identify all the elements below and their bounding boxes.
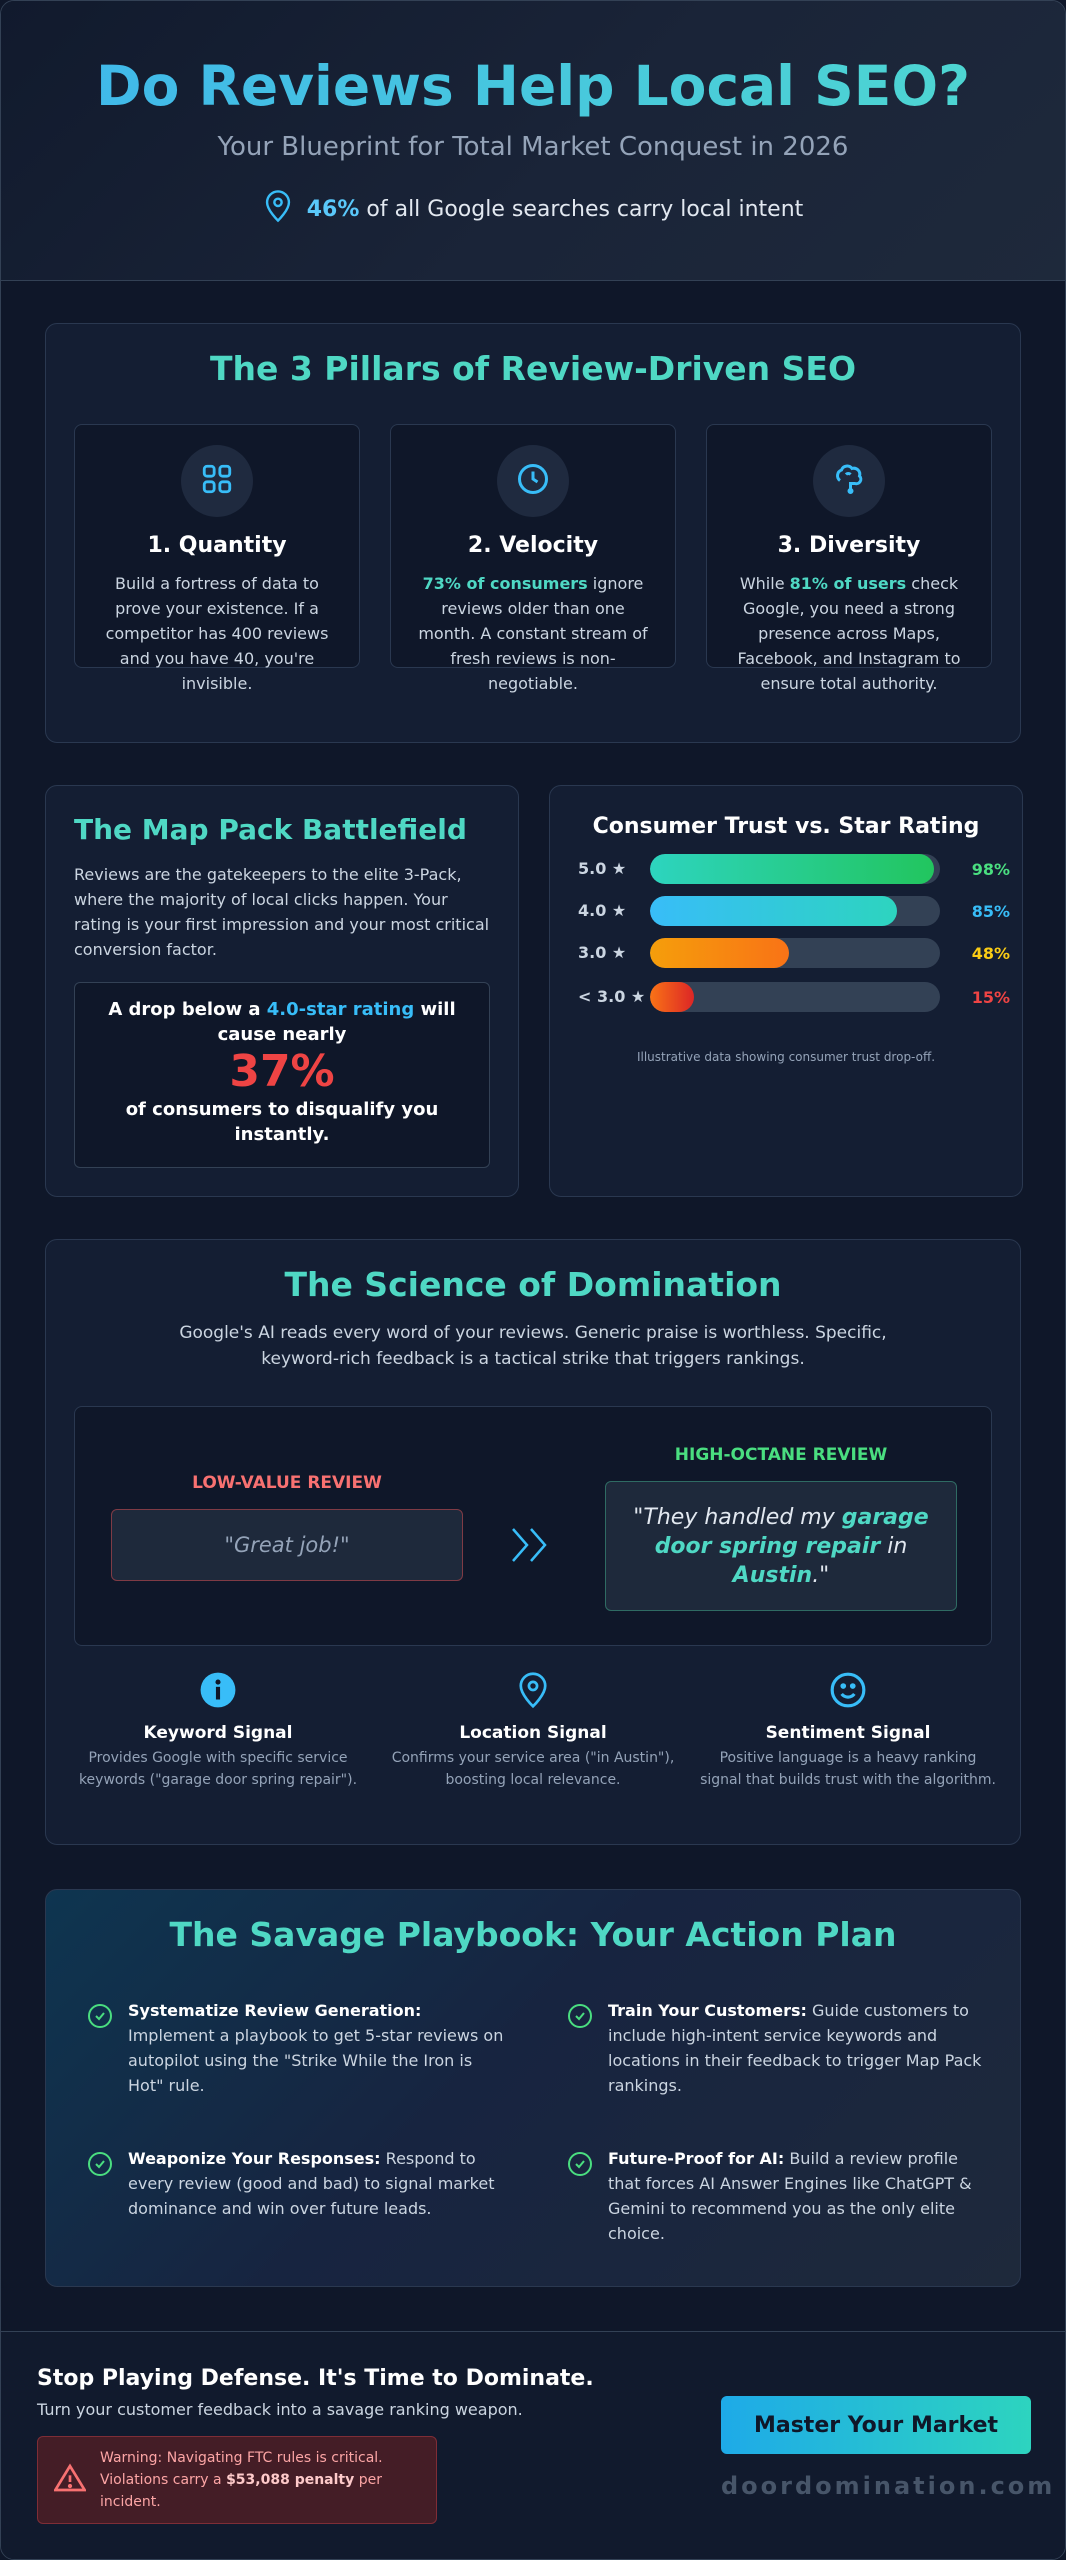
science-title: The Science of Domination (284, 1265, 782, 1304)
hero-stat: 46% of all Google searches carry local i… (1, 189, 1065, 229)
map-pack-title: The Map Pack Battlefield (74, 813, 467, 846)
callout-tail: of consumers to disqualify you instantly… (125, 1099, 439, 1145)
brain-icon (831, 461, 867, 501)
high-octane-review: "They handled my garage door spring repa… (605, 1481, 957, 1611)
pillar-quantity: 1. Quantity Build a fortress of data to … (74, 424, 360, 693)
bar-value-label: 85% (971, 901, 1010, 921)
map-pack-section: The Map Pack Battlefield Reviews are the… (45, 785, 519, 1197)
clock-icon (515, 461, 551, 501)
bar-category-label: 5.0 ★ (578, 859, 627, 878)
pillar-text: While 81% of users check Google, you nee… (737, 574, 961, 693)
science-section: The Science of Domination Google's AI re… (45, 1239, 1021, 1845)
action-item: Systematize Review Generation: Implement… (88, 1998, 508, 2098)
info-icon (199, 1672, 237, 1713)
pillar-text: Build a fortress of data to prove your e… (105, 574, 329, 693)
grid-icon (200, 462, 234, 500)
check-circle-icon (88, 2004, 112, 2028)
bar-row: 5.0 ★ 98% (578, 854, 1048, 884)
pillar-text: 73% of consumers ignore reviews older th… (418, 574, 648, 693)
action-item: Train Your Customers: Guide customers to… (568, 1998, 988, 2098)
pillar-title: 2. Velocity (467, 533, 599, 558)
pillars-section: The 3 Pillars of Review-Driven SEO 1. Qu… (45, 323, 1021, 743)
review-comparison: LOW-VALUE REVIEW "Great job!" HIGH-OCTAN… (74, 1406, 992, 1646)
bar-track (650, 938, 940, 968)
bar (650, 854, 935, 884)
bar-track (650, 982, 940, 1012)
location-pin-icon (263, 189, 293, 229)
playbook-section: The Savage Playbook: Your Action Plan Sy… (45, 1889, 1021, 2287)
ftc-warning: Warning: Navigating FTC rules is critica… (37, 2436, 437, 2524)
high-octane-label: HIGH-OCTANE REVIEW (674, 1445, 888, 1465)
hero-header: Do Reviews Help Local SEO? Your Blueprin… (1, 1, 1065, 281)
bar-category-label: 4.0 ★ (578, 901, 627, 920)
bar-row: < 3.0 ★ 15% (578, 982, 1048, 1012)
chart-note: Illustrative data showing consumer trust… (636, 1050, 936, 1064)
signal-title: Location Signal (459, 1723, 607, 1743)
footer: Stop Playing Defense. It's Time to Domin… (1, 2331, 1065, 2559)
footer-subtext: Turn your customer feedback into a savag… (37, 2400, 523, 2419)
bar (650, 896, 897, 926)
bar-value-label: 48% (971, 943, 1010, 963)
bar-row: 3.0 ★ 48% (578, 938, 1048, 968)
chart-title: Consumer Trust vs. Star Rating (592, 814, 980, 839)
bar-row: 4.0 ★ 85% (578, 896, 1048, 926)
bar-value-label: 98% (971, 859, 1010, 879)
bar-category-label: < 3.0 ★ (578, 987, 646, 1006)
stat-text: of all Google searches carry local inten… (366, 196, 804, 222)
bar-track (650, 896, 940, 926)
signal-keyword: Keyword Signal Provides Google with spec… (68, 1671, 368, 1791)
pillars-title: The 3 Pillars of Review-Driven SEO (209, 349, 857, 388)
stat-percent: 46% (306, 196, 360, 222)
bar (650, 982, 694, 1012)
low-value-label: LOW-VALUE REVIEW (192, 1473, 382, 1493)
pillar-title: 1. Quantity (147, 533, 287, 558)
page-subtitle: Your Blueprint for Total Market Conquest… (217, 132, 849, 162)
check-circle-icon (568, 2152, 592, 2176)
signal-title: Sentiment Signal (765, 1723, 931, 1743)
action-item: Future-Proof for AI: Build a review prof… (568, 2146, 988, 2246)
pillar-title: 3. Diversity (777, 533, 921, 558)
signal-text: Confirms your service area ("in Austin")… (391, 1750, 675, 1788)
callout-percent: 37% (229, 1046, 335, 1097)
bar-category-label: 3.0 ★ (578, 943, 627, 962)
signal-title: Keyword Signal (143, 1723, 293, 1743)
master-your-market-button[interactable]: Master Your Market (721, 2396, 1031, 2454)
bar (650, 938, 790, 968)
page-title: Do Reviews Help Local SEO? (1, 53, 1065, 119)
location-pin-icon (515, 1672, 551, 1713)
map-pack-body: Reviews are the gatekeepers to the elite… (74, 865, 490, 959)
playbook-title: The Savage Playbook: Your Action Plan (169, 1915, 897, 1954)
bar-value-label: 15% (971, 987, 1010, 1007)
double-chevron-icon (509, 1525, 553, 1569)
trust-chart: Consumer Trust vs. Star Rating 5.0 ★ 98% 4… (549, 785, 1023, 1197)
check-circle-icon (88, 2152, 112, 2176)
signal-location: Location Signal Confirms your service ar… (383, 1671, 683, 1791)
pillar-diversity: 3. Diversity While 81% of users check Go… (706, 424, 992, 693)
bar-track (650, 854, 940, 884)
domain-link[interactable]: doordomination.com (721, 2472, 1056, 2500)
warning-triangle-icon (52, 2463, 88, 2497)
stat-callout: A drop below a 4.0-star rating will caus… (74, 982, 490, 1168)
low-value-review: "Great job!" (111, 1509, 463, 1581)
smiley-icon (829, 1672, 867, 1713)
signal-sentiment: Sentiment Signal Positive language is a … (698, 1671, 998, 1791)
footer-headline: Stop Playing Defense. It's Time to Domin… (37, 2366, 594, 2391)
science-intro: Google's AI reads every word of your rev… (179, 1323, 887, 1369)
pillar-velocity: 2. Velocity 73% of consumers ignore revi… (390, 424, 676, 693)
check-circle-icon (568, 2004, 592, 2028)
signal-text: Provides Google with specific service ke… (78, 1750, 358, 1788)
signal-text: Positive language is a heavy ranking sig… (700, 1750, 996, 1788)
action-item: Weaponize Your Responses: Respond to eve… (88, 2146, 508, 2221)
